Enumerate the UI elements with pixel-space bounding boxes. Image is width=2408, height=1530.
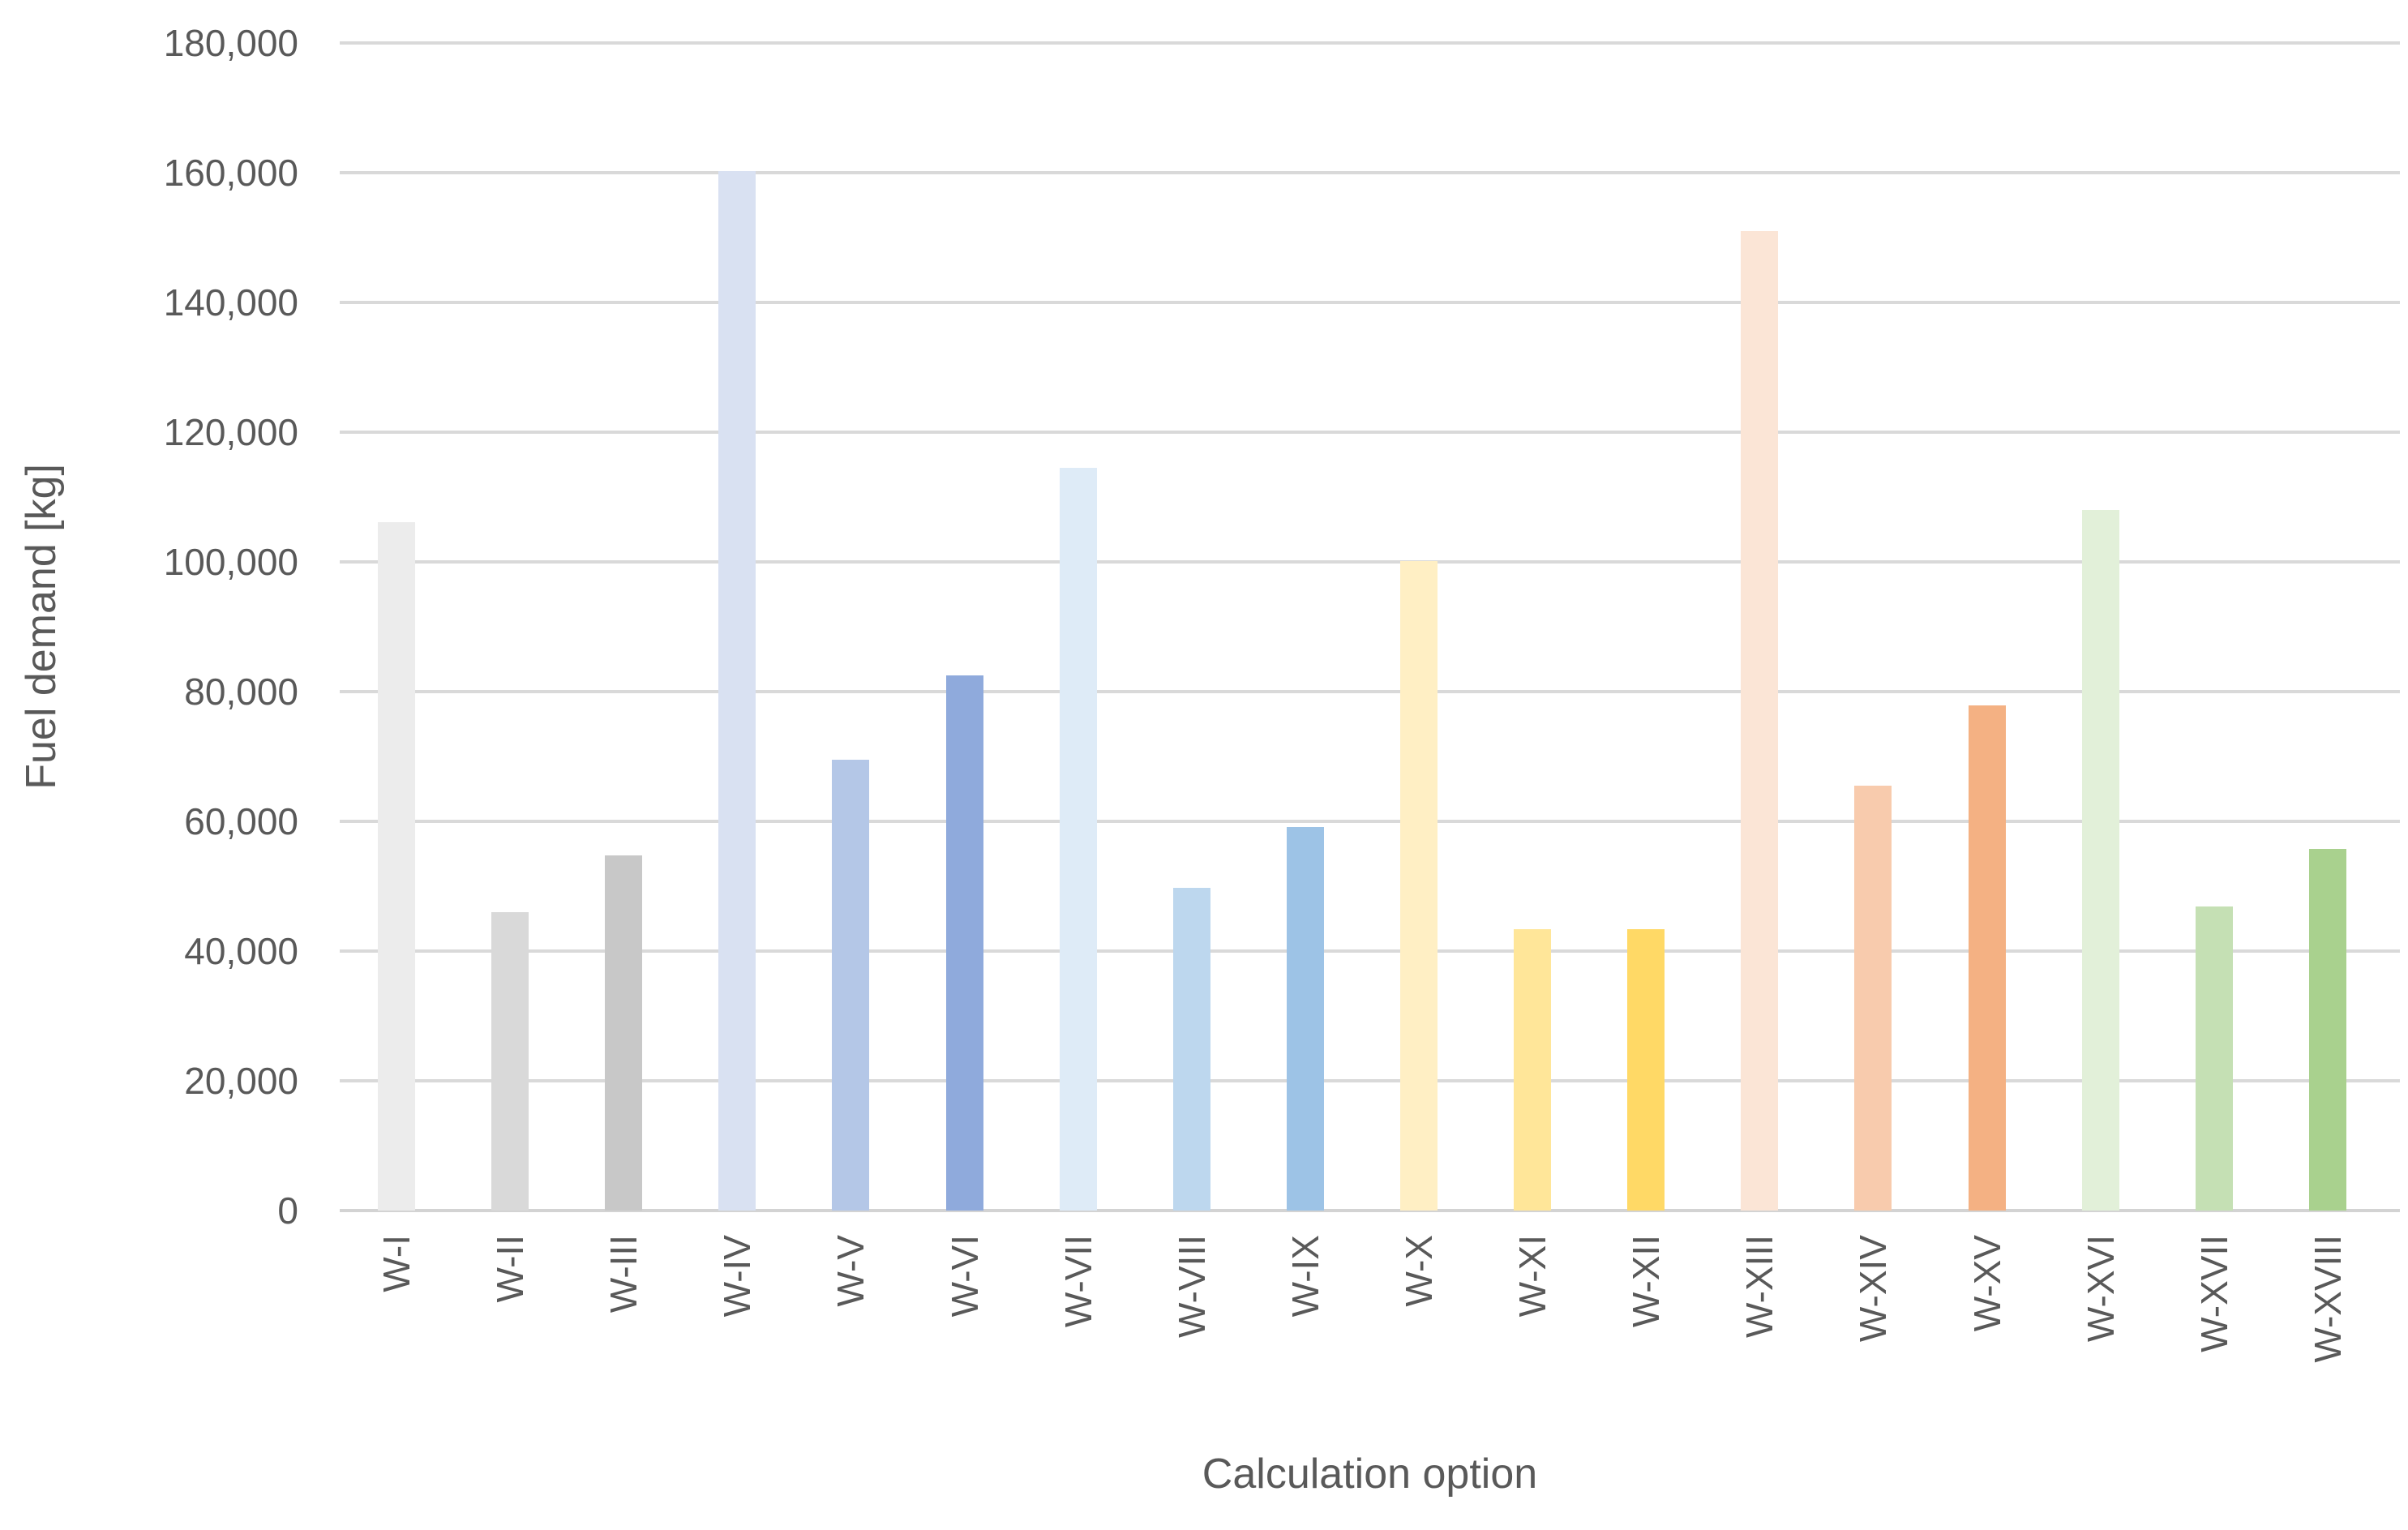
x-tick-cell: W-VI [908, 1235, 1022, 1478]
bar-slot-w-x [1362, 43, 1476, 1211]
bar-slot-w-ix [1249, 43, 1362, 1211]
x-tick-label-w-ii: W-II [489, 1235, 532, 1303]
x-tick-cell: W-I [340, 1235, 453, 1478]
x-tick-label-w-xvii: W-XVII [2192, 1235, 2235, 1352]
gridline [340, 949, 2400, 953]
y-tick-label: 60,000 [184, 800, 298, 842]
bar-slot-w-xiii [1703, 43, 1816, 1211]
gridline [340, 171, 2400, 174]
x-tick-cell: W-II [453, 1235, 567, 1478]
bar-w-v [832, 760, 870, 1211]
gridline [340, 820, 2400, 823]
x-tick-label-w-ix: W-IX [1283, 1235, 1326, 1318]
x-tick-cell: W-VIII [1135, 1235, 1249, 1478]
y-tick-label: 180,000 [163, 22, 298, 64]
x-tick-label-w-xvi: W-XVI [2079, 1235, 2122, 1343]
x-axis-title: Calculation option [1202, 1451, 1538, 1498]
bar-slot-w-i [340, 43, 453, 1211]
x-tick-label-w-xiii: W-XIII [1738, 1235, 1781, 1338]
y-tick-label: 160,000 [163, 152, 298, 194]
bar-w-vii [1059, 468, 1097, 1211]
bar-w-iii [605, 855, 643, 1211]
x-tick-label-w-vii: W-VII [1056, 1235, 1099, 1328]
x-tick-cell: W-XIII [1703, 1235, 1816, 1478]
x-tick-cell: W-X [1362, 1235, 1476, 1478]
bar-slot-w-viii [1135, 43, 1249, 1211]
x-tick-label-w-xviii: W-XVIII [2306, 1235, 2349, 1363]
x-tick-cell: W-XVI [2044, 1235, 2157, 1478]
bar-w-xiii [1741, 231, 1779, 1211]
x-tick-cell: W-XV [1930, 1235, 2044, 1478]
x-tick-label-w-xiv: W-XIV [1852, 1235, 1895, 1343]
bar-slot-w-xvi [2044, 43, 2157, 1211]
bar-w-ii [491, 912, 529, 1211]
bar-slot-w-xii [1589, 43, 1703, 1211]
bar-w-viii [1172, 888, 1210, 1211]
bar-w-xvii [2195, 906, 2233, 1211]
bar-slot-w-iii [567, 43, 680, 1211]
y-tick-label: 40,000 [184, 930, 298, 972]
x-tick-cell: W-III [567, 1235, 680, 1478]
bar-slot-w-xi [1476, 43, 1589, 1211]
gridline [340, 301, 2400, 304]
x-tick-label-w-viii: W-VIII [1170, 1235, 1213, 1338]
bar-w-xi [1514, 929, 1552, 1211]
bar-slot-w-vi [908, 43, 1022, 1211]
x-tick-cell: W-XII [1589, 1235, 1703, 1478]
x-tick-label-w-xii: W-XII [1625, 1235, 1668, 1328]
y-tick-label: 0 [277, 1189, 298, 1232]
bars-container [340, 43, 2384, 1211]
gridline [340, 690, 2400, 693]
bar-slot-w-xiv [1816, 43, 1930, 1211]
bar-slot-w-xvii [2157, 43, 2271, 1211]
y-tick-label: 20,000 [184, 1060, 298, 1102]
x-tick-cell: W-V [794, 1235, 907, 1478]
y-tick-label: 80,000 [184, 671, 298, 713]
bar-w-xv [1968, 705, 2006, 1211]
bar-w-i [378, 522, 416, 1211]
x-tick-label-w-xi: W-XI [1511, 1235, 1554, 1318]
bar-slot-w-iv [680, 43, 794, 1211]
x-tick-cell: W-IX [1249, 1235, 1362, 1478]
plot-area [340, 41, 2400, 1212]
bar-w-xiv [1854, 786, 1892, 1211]
x-tick-label-w-v: W-V [829, 1235, 872, 1307]
x-tick-label-w-i: W-I [375, 1235, 418, 1292]
gridline [340, 41, 2400, 45]
x-tick-cell: W-VII [1022, 1235, 1135, 1478]
bar-w-x [1400, 561, 1438, 1211]
bar-w-iv [718, 171, 756, 1211]
bar-w-xii [1627, 929, 1665, 1211]
x-tick-cell: W-XVII [2157, 1235, 2271, 1478]
y-axis-title-box: Fuel demand [kg] [13, 43, 70, 1211]
gridline [340, 560, 2400, 564]
y-axis-title: Fuel demand [kg] [18, 464, 65, 790]
x-tick-label-w-xv: W-XV [1965, 1235, 2008, 1332]
x-axis-line [340, 1209, 2400, 1212]
bar-w-xvi [2081, 510, 2119, 1211]
x-tick-cell: W-XIV [1816, 1235, 1930, 1478]
gridline [340, 431, 2400, 434]
x-tick-label-w-iii: W-III [602, 1235, 645, 1314]
bar-w-vi [945, 675, 983, 1211]
x-tick-label-w-iv: W-IV [716, 1235, 759, 1318]
x-axis-tick-labels: W-I W-II W-III W-IV W-V W-VI W-VII W-VIII W-IX W-… [340, 1235, 2384, 1478]
x-tick-label-w-x: W-X [1398, 1235, 1441, 1307]
y-tick-label: 120,000 [163, 411, 298, 453]
x-tick-label-w-vi: W-VI [943, 1235, 986, 1318]
y-tick-label: 140,000 [163, 281, 298, 324]
bar-slot-w-v [794, 43, 907, 1211]
bar-w-ix [1286, 827, 1324, 1211]
y-tick-label: 100,000 [163, 541, 298, 583]
x-tick-cell: W-XVIII [2271, 1235, 2384, 1478]
x-tick-cell: W-XI [1476, 1235, 1589, 1478]
gridline [340, 1079, 2400, 1082]
bar-slot-w-xv [1930, 43, 2044, 1211]
x-tick-cell: W-IV [680, 1235, 794, 1478]
bar-slot-w-ii [453, 43, 567, 1211]
bar-w-xviii [2308, 849, 2346, 1211]
bar-slot-w-vii [1022, 43, 1135, 1211]
bar-slot-w-xviii [2271, 43, 2384, 1211]
